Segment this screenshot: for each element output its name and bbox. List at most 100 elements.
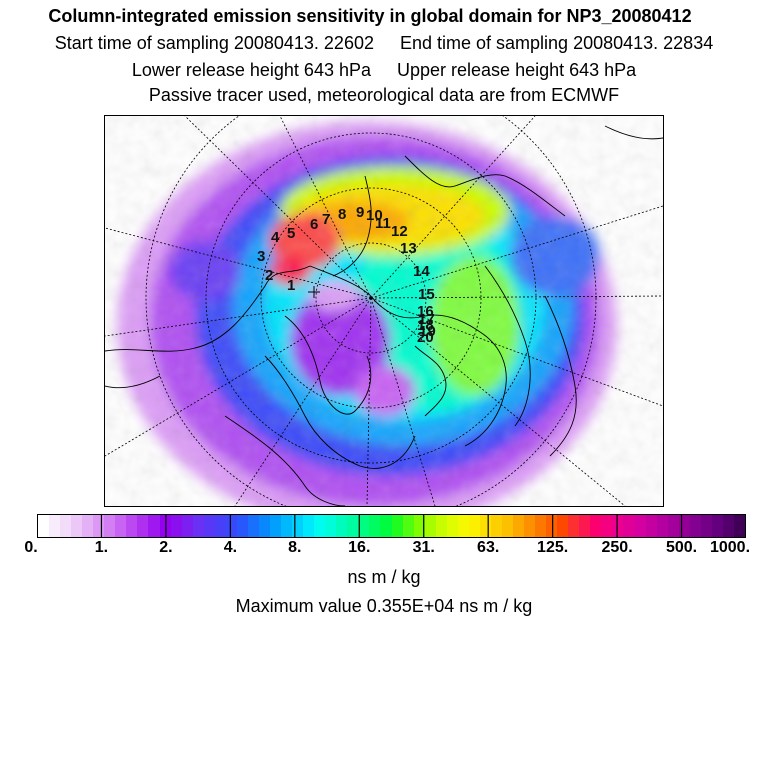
end-sampling: End time of sampling 20080413. 22834 (399, 33, 714, 53)
colorbar-swatch (225, 515, 237, 537)
colorbar-swatch (490, 515, 502, 537)
colorbar-swatch (115, 515, 127, 537)
coastlines (105, 125, 663, 506)
colorbar-swatch (391, 515, 403, 537)
colorbar-swatch (645, 515, 657, 537)
colorbar-swatch (258, 515, 270, 537)
colorbar-tick-label: 250. (601, 539, 633, 556)
colorbar-swatch (501, 515, 514, 537)
lower-release-height: Lower release height 643 hPa (131, 60, 371, 80)
colorbar-swatch (722, 515, 734, 537)
colorbar-swatch (347, 515, 359, 537)
colorbar-swatch (634, 515, 646, 537)
colorbar-swatch (689, 515, 701, 537)
colorbar-swatch (49, 515, 61, 537)
colorbar-swatch (623, 515, 635, 537)
colorbar-tick-label: 125. (537, 539, 569, 556)
colorbar-swatch (546, 515, 558, 537)
traj-label-15: 15 (418, 286, 435, 303)
colorbar-tick-label: 1000. (709, 539, 751, 556)
colorbar-swatch (60, 515, 72, 537)
colorbar-swatch (557, 515, 569, 537)
colorbar-swatch (424, 515, 436, 537)
tracer-note: Passive tracer used, meteorological data… (148, 85, 620, 105)
colorbar-swatch (314, 515, 326, 537)
colorbar-swatch (479, 515, 491, 537)
colorbar-tick-label: 4. (223, 539, 238, 556)
traj-label-12: 12 (391, 223, 408, 240)
graticule (105, 116, 663, 506)
colorbar-swatch (380, 515, 392, 537)
colorbar-swatch (281, 515, 293, 537)
traj-label-7: 7 (322, 211, 330, 228)
traj-label-9: 9 (356, 204, 364, 221)
traj-label-14: 14 (413, 263, 430, 280)
colorbar-swatch (148, 515, 160, 537)
traj-label-10: 10 (366, 207, 383, 224)
colorbar-swatch (292, 515, 304, 537)
traj-label-19: 19 (419, 323, 436, 340)
colorbar-swatch (601, 515, 613, 537)
colorbar-swatch (513, 515, 525, 537)
colorbar-swatch (678, 515, 690, 537)
colorbar-swatch (170, 515, 182, 537)
traj-label-3: 3 (257, 248, 265, 265)
colorbar-swatch (93, 515, 105, 537)
colorbar-swatch (457, 515, 469, 537)
traj-label-16: 16 (417, 303, 434, 320)
colorbar-swatch (590, 515, 602, 537)
colorbar-units: ns m / kg (347, 567, 421, 587)
colorbar-swatch (579, 515, 591, 537)
sampling-times: Start time of sampling 20080413. 22602 En… (0, 33, 768, 54)
colorbar-tick-label: 2. (159, 539, 173, 556)
colorbar-swatch (126, 515, 138, 537)
colorbar (37, 514, 746, 538)
colorbar-swatch (192, 515, 204, 537)
map-canvas: 1 2 3 4 5 6 7 8 9 10 11 12 13 14 15 16 1… (105, 116, 663, 506)
colorbar-swatch (369, 515, 381, 537)
release-location-marker (308, 286, 320, 298)
colorbar-swatch (203, 515, 215, 537)
colorbar-tick-label: 0. (24, 539, 38, 556)
colorbar-swatch (468, 515, 480, 537)
colorbar-swatch (568, 515, 580, 537)
traj-label-11: 11 (375, 215, 391, 232)
colorbar-swatch (711, 515, 723, 537)
trajectory-labels: 1 2 3 4 5 6 7 8 9 10 11 12 13 14 15 16 1… (257, 204, 436, 346)
colorbar-swatch (159, 515, 171, 537)
colorbar-swatch (446, 515, 458, 537)
plot-title: Column-integrated emission sensitivity i… (48, 6, 692, 26)
colorbar-tick-label: 63. (477, 539, 500, 556)
traj-label-4: 4 (271, 229, 280, 246)
traj-label-17: 17 (418, 311, 435, 328)
colorbar-swatch (402, 515, 414, 537)
colorbar-swatch (656, 515, 668, 537)
colorbar-swatch (667, 515, 679, 537)
colorbar-swatch (524, 515, 536, 537)
colorbar-swatch (413, 515, 425, 537)
upper-release-height: Upper release height 643 hPa (397, 60, 637, 80)
sensitivity-map: 1 2 3 4 5 6 7 8 9 10 11 12 13 14 15 16 1… (104, 115, 664, 507)
traj-label-6: 6 (310, 216, 318, 233)
colorbar-swatch (82, 515, 94, 537)
traj-label-20: 20 (417, 329, 434, 346)
colorbar-swatch (612, 515, 624, 537)
traj-label-8: 8 (338, 206, 346, 223)
colorbar-swatch (336, 515, 348, 537)
colorbar-swatch (325, 515, 337, 537)
traj-label-2: 2 (265, 267, 273, 284)
traj-label-18: 18 (417, 317, 434, 334)
colorbar-tick-label: 8. (288, 539, 302, 556)
start-sampling: Start time of sampling 20080413. 22602 (54, 33, 374, 53)
colorbar-tick-label: 16. (348, 539, 371, 556)
traj-label-5: 5 (287, 225, 295, 242)
colorbar-swatch (535, 515, 547, 537)
colorbar-swatch (104, 515, 116, 537)
colorbar-swatch (733, 515, 745, 537)
colorbar-tick-label: 500. (665, 539, 698, 556)
colorbar-swatch (303, 515, 315, 537)
colorbar-swatch (435, 515, 447, 537)
colorbar-swatch (247, 515, 259, 537)
colorbar-swatch (700, 515, 712, 537)
colorbar-swatch (71, 515, 83, 537)
